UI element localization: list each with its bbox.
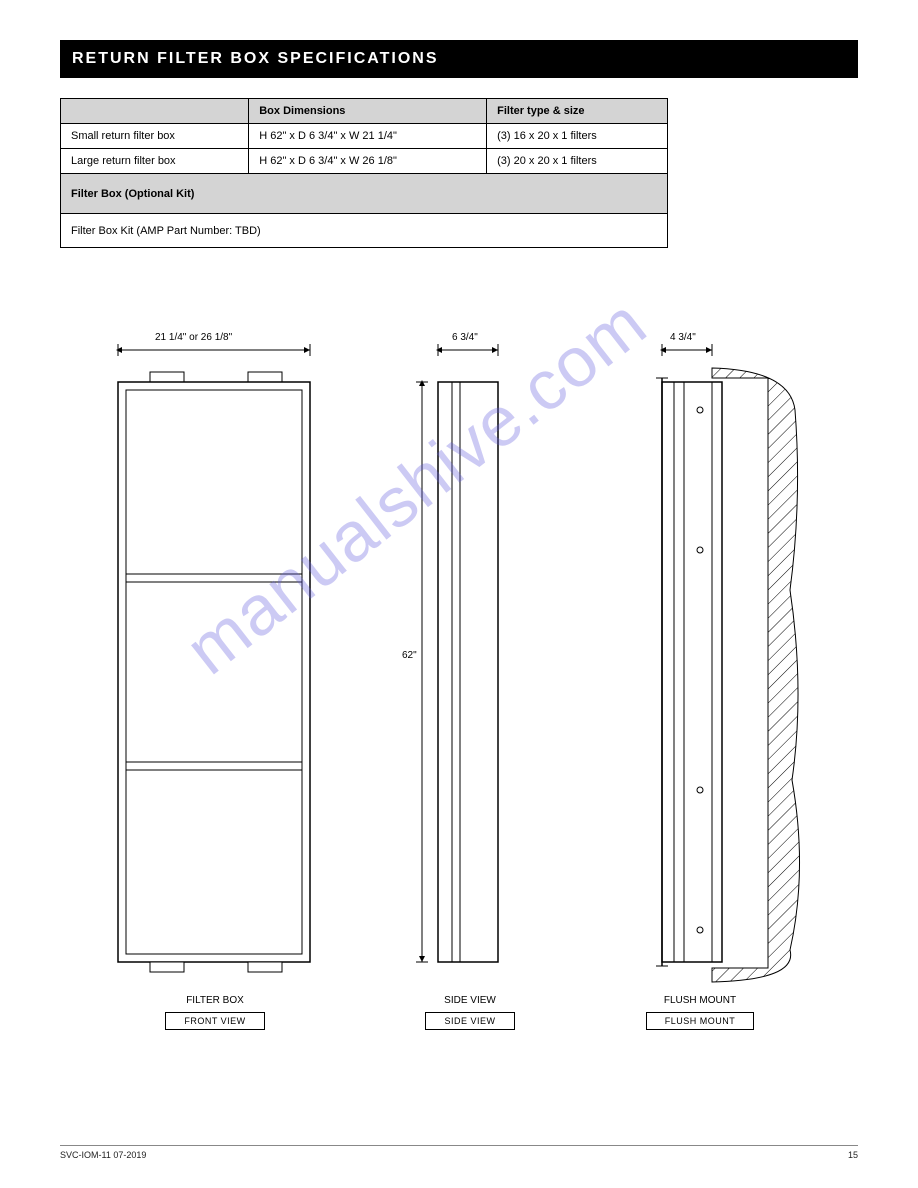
caption-flush: FLUSH MOUNT FLUSH MOUNT	[620, 995, 780, 1030]
cell: Filter Box Kit (AMP Part Number: TBD)	[61, 214, 668, 248]
caption-bar: SIDE VIEW	[425, 1012, 514, 1030]
cell: H 62" x D 6 3/4" x W 21 1/4"	[249, 124, 487, 149]
span-header: Filter Box (Optional Kit)	[61, 174, 668, 214]
spec-table: Box Dimensions Filter type & size Small …	[60, 98, 668, 248]
height-label: 62"	[402, 650, 417, 661]
caption-bar: FRONT VIEW	[165, 1012, 264, 1030]
cell: H 62" x D 6 3/4" x W 26 1/8"	[249, 149, 487, 174]
diagram-area: FILTER BOX FRONT VIEW SIDE VIEW SIDE VIE…	[100, 310, 840, 1090]
table-row: Large return filter box H 62" x D 6 3/4"…	[61, 149, 668, 174]
protrusion-label: 4 3/4"	[670, 332, 696, 343]
caption-front: FILTER BOX FRONT VIEW	[110, 995, 320, 1030]
page-footer: SVC-IOM-11 07-2019 15	[60, 1145, 858, 1160]
footer-left: SVC-IOM-11 07-2019	[60, 1150, 146, 1160]
caption-text: FILTER BOX	[110, 995, 320, 1006]
col-header-filter: Filter type & size	[487, 99, 668, 124]
width-label: 21 1/4" or 26 1/8"	[155, 332, 232, 343]
section-title: RETURN FILTER BOX SPECIFICATIONS	[60, 40, 858, 78]
col-header-blank	[61, 99, 249, 124]
cell: Small return filter box	[61, 124, 249, 149]
footer-right: 15	[848, 1150, 858, 1160]
table-row: Filter Box Kit (AMP Part Number: TBD)	[61, 214, 668, 248]
cell: Large return filter box	[61, 149, 249, 174]
table-row: Small return filter box H 62" x D 6 3/4"…	[61, 124, 668, 149]
caption-side: SIDE VIEW SIDE VIEW	[400, 995, 540, 1030]
cell: (3) 16 x 20 x 1 filters	[487, 124, 668, 149]
caption-text: FLUSH MOUNT	[620, 995, 780, 1006]
depth-label: 6 3/4"	[452, 332, 478, 343]
col-header-dims: Box Dimensions	[249, 99, 487, 124]
cell: (3) 20 x 20 x 1 filters	[487, 149, 668, 174]
caption-bar: FLUSH MOUNT	[646, 1012, 755, 1030]
caption-text: SIDE VIEW	[400, 995, 540, 1006]
